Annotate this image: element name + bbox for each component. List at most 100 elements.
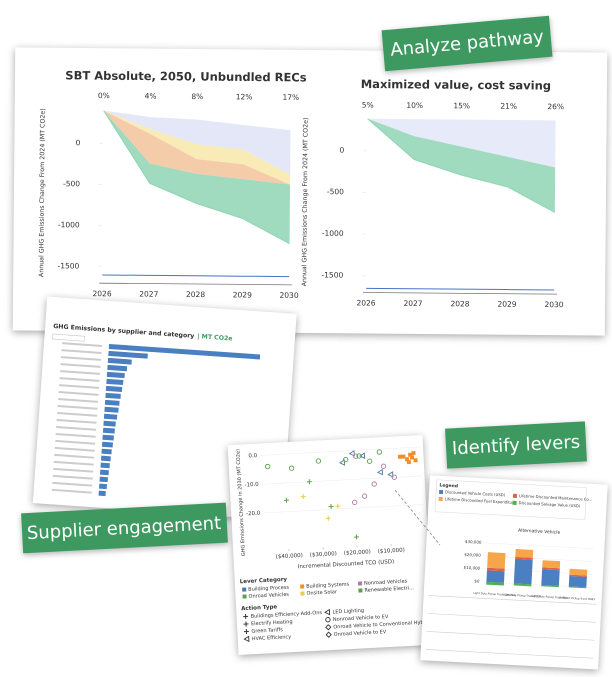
bar-segment xyxy=(515,556,533,560)
legend-swatch xyxy=(242,587,247,592)
bar xyxy=(99,483,108,490)
legend-label: Building Systems xyxy=(306,582,350,590)
y-tick-label: $20,000 xyxy=(464,552,481,558)
legend-label: Nonroad Vehicles xyxy=(364,578,408,586)
tag: Supplier engagement xyxy=(21,502,228,554)
y-tick-label: 0 xyxy=(340,146,345,155)
point xyxy=(338,459,346,466)
legend-title: Legend xyxy=(439,482,458,489)
bar-segment xyxy=(486,567,505,572)
y-tick-label: $10,000 xyxy=(463,565,480,571)
x-tick-label: 2026 xyxy=(93,289,112,298)
point xyxy=(283,497,289,503)
point xyxy=(361,493,368,499)
x-tick-label: ($40,000) xyxy=(276,553,303,560)
x-axis xyxy=(99,282,293,286)
y-tick-label: -1500 xyxy=(321,270,343,279)
bar xyxy=(106,371,125,379)
point xyxy=(371,481,377,487)
point xyxy=(325,515,331,521)
x-tick-label: Light Duty Pickup Truck FCEV xyxy=(503,592,541,598)
x-tick-label: 2028 xyxy=(450,299,469,308)
filter-box xyxy=(52,333,85,342)
label-placeholder xyxy=(53,467,94,473)
label-placeholder xyxy=(55,432,96,438)
bar-segment xyxy=(568,575,587,588)
x-axis-label: Incremental Discounted TCO (USD) xyxy=(298,559,395,570)
bar xyxy=(98,490,106,497)
label-placeholder xyxy=(59,377,100,382)
bar xyxy=(100,455,111,462)
legend-label: HVAC Efficiency xyxy=(252,634,292,642)
series-line xyxy=(103,110,290,245)
point xyxy=(354,534,360,540)
y-axis-label: Annual GHG Emissions Change From 2024 (M… xyxy=(38,108,46,277)
point xyxy=(359,452,366,459)
y-tick-label: $30,000 xyxy=(465,539,482,545)
legend-marker xyxy=(243,628,249,635)
legend-title: Lever Category xyxy=(240,577,288,585)
bar xyxy=(107,364,128,372)
legend-swatch xyxy=(512,500,517,505)
bar xyxy=(105,385,123,392)
tag-background xyxy=(381,15,553,72)
chart-title: SBT Absolute, 2050, Unbundled RECs xyxy=(65,68,307,84)
legend-label: Discounted Vehicle Costs (USD) xyxy=(445,489,506,497)
legend-label: Lifetime Discounted Fuel Expenditur... xyxy=(445,496,517,505)
legend-marker xyxy=(243,621,249,627)
legend-marker xyxy=(325,631,332,638)
bar xyxy=(99,476,108,483)
x-axis xyxy=(363,292,558,295)
series-line xyxy=(367,118,556,213)
label-placeholder xyxy=(53,460,94,466)
point xyxy=(391,474,397,480)
card-background xyxy=(420,475,608,670)
tag: Analyze pathway xyxy=(381,15,553,72)
tag-background xyxy=(445,421,587,469)
tag-background xyxy=(21,502,228,554)
series-line xyxy=(366,287,555,291)
legend-marker xyxy=(325,624,332,631)
top-label: 10% xyxy=(406,101,423,110)
label-placeholder xyxy=(58,398,99,403)
x-tick-label: Light Duty Pickup Truck Gasoline xyxy=(473,591,516,597)
label-placeholder xyxy=(57,412,98,417)
legend-label: Lifetime Discounted Maintenance Co... xyxy=(519,493,593,502)
chart-subtitle: Alternative Vehicle xyxy=(518,528,561,536)
area-band xyxy=(367,118,556,168)
legend-label: Discounted Salvage Value (USD) xyxy=(519,500,581,508)
top-label: 12% xyxy=(236,92,253,101)
legend-label: Nonroad Vehicle to EV xyxy=(333,614,389,623)
point xyxy=(380,463,387,469)
y-tick-label: -500 xyxy=(327,187,344,196)
y-tick-label: -1500 xyxy=(57,261,79,270)
bar-segment xyxy=(542,567,560,571)
legend-label: Onroad Vehicle to Conventional Hyb... xyxy=(333,619,429,630)
top-label: 21% xyxy=(500,102,517,111)
legend-label: Onsite Solar xyxy=(306,589,338,597)
bar xyxy=(102,434,114,441)
grid-line xyxy=(261,475,422,485)
y-tick-label: $0 xyxy=(474,578,480,583)
bar xyxy=(101,441,113,448)
label-placeholder xyxy=(58,391,99,396)
bar-segment xyxy=(541,584,559,588)
label-placeholder xyxy=(52,474,93,480)
bar xyxy=(103,413,118,420)
x-tick-label: 2027 xyxy=(139,290,158,299)
card-background xyxy=(227,435,434,655)
legend-label: Onroad Vehicles xyxy=(248,592,289,600)
legend-label: Buildings Efficiency Add-Ons xyxy=(250,610,322,620)
legend-label: Building Process xyxy=(248,585,289,593)
area-band xyxy=(103,110,291,185)
bar xyxy=(101,448,112,455)
point xyxy=(328,504,334,510)
bar xyxy=(103,420,116,427)
point xyxy=(264,463,271,470)
point xyxy=(348,450,355,457)
legend-label: Green Tariffs xyxy=(251,627,283,635)
bar-segment xyxy=(513,558,533,585)
legend-label: Onroad Vehicle to EV xyxy=(334,629,387,638)
legend-swatch xyxy=(438,496,443,502)
bar xyxy=(105,392,121,399)
